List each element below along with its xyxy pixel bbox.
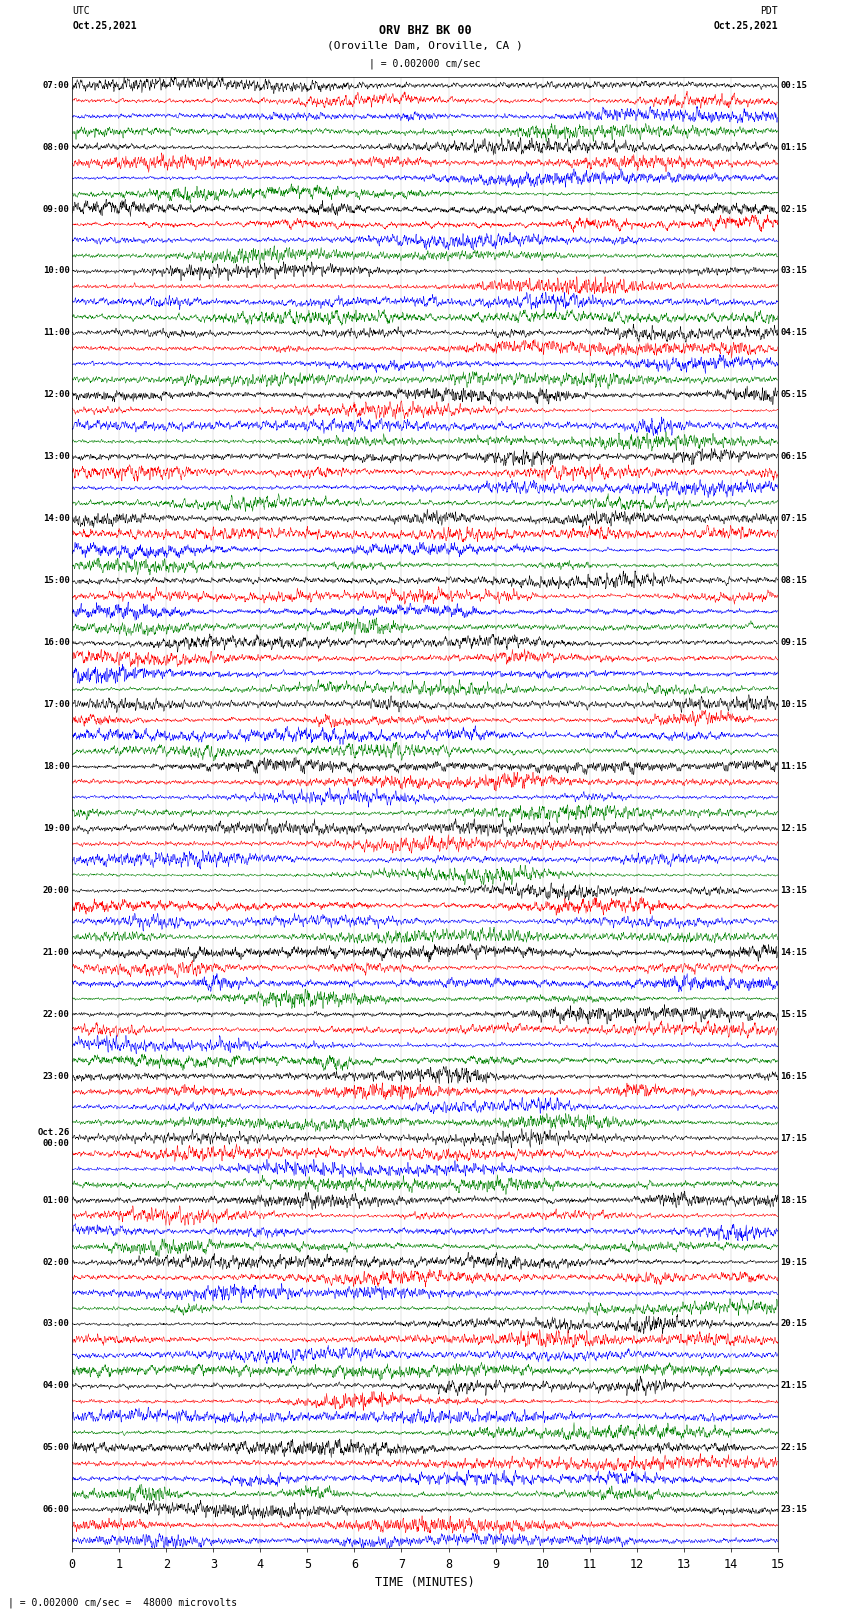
Text: 23:15: 23:15 bbox=[780, 1505, 808, 1515]
Text: 03:00: 03:00 bbox=[42, 1319, 70, 1329]
Text: 11:15: 11:15 bbox=[780, 761, 808, 771]
Text: 15:00: 15:00 bbox=[42, 576, 70, 586]
Text: 00:15: 00:15 bbox=[780, 81, 808, 90]
Text: 17:15: 17:15 bbox=[780, 1134, 808, 1142]
Text: 09:00: 09:00 bbox=[42, 205, 70, 213]
Text: 21:15: 21:15 bbox=[780, 1381, 808, 1390]
Text: | = 0.002000 cm/sec =  48000 microvolts: | = 0.002000 cm/sec = 48000 microvolts bbox=[8, 1597, 238, 1608]
Text: ORV BHZ BK 00: ORV BHZ BK 00 bbox=[379, 24, 471, 37]
Text: 19:15: 19:15 bbox=[780, 1258, 808, 1266]
Text: 05:00: 05:00 bbox=[42, 1444, 70, 1452]
Text: 01:00: 01:00 bbox=[42, 1195, 70, 1205]
Text: 09:15: 09:15 bbox=[780, 639, 808, 647]
Text: 07:00: 07:00 bbox=[42, 81, 70, 90]
Text: (Oroville Dam, Oroville, CA ): (Oroville Dam, Oroville, CA ) bbox=[327, 40, 523, 50]
Text: 12:15: 12:15 bbox=[780, 824, 808, 832]
Text: UTC: UTC bbox=[72, 6, 90, 16]
Text: 23:00: 23:00 bbox=[42, 1071, 70, 1081]
Text: 02:00: 02:00 bbox=[42, 1258, 70, 1266]
X-axis label: TIME (MINUTES): TIME (MINUTES) bbox=[375, 1576, 475, 1589]
Text: 16:00: 16:00 bbox=[42, 639, 70, 647]
Text: 14:15: 14:15 bbox=[780, 948, 808, 957]
Text: 15:15: 15:15 bbox=[780, 1010, 808, 1019]
Text: Oct.26
00:00: Oct.26 00:00 bbox=[37, 1129, 70, 1148]
Text: 20:00: 20:00 bbox=[42, 886, 70, 895]
Text: 13:00: 13:00 bbox=[42, 452, 70, 461]
Text: 03:15: 03:15 bbox=[780, 266, 808, 276]
Text: 22:00: 22:00 bbox=[42, 1010, 70, 1019]
Text: 08:15: 08:15 bbox=[780, 576, 808, 586]
Text: 02:15: 02:15 bbox=[780, 205, 808, 213]
Text: 19:00: 19:00 bbox=[42, 824, 70, 832]
Text: 01:15: 01:15 bbox=[780, 142, 808, 152]
Text: 10:15: 10:15 bbox=[780, 700, 808, 710]
Text: 21:00: 21:00 bbox=[42, 948, 70, 957]
Text: 05:15: 05:15 bbox=[780, 390, 808, 400]
Text: 11:00: 11:00 bbox=[42, 329, 70, 337]
Text: 20:15: 20:15 bbox=[780, 1319, 808, 1329]
Text: 06:00: 06:00 bbox=[42, 1505, 70, 1515]
Text: 13:15: 13:15 bbox=[780, 886, 808, 895]
Text: | = 0.002000 cm/sec: | = 0.002000 cm/sec bbox=[369, 58, 481, 69]
Text: 18:00: 18:00 bbox=[42, 761, 70, 771]
Text: Oct.25,2021: Oct.25,2021 bbox=[72, 21, 137, 31]
Text: 22:15: 22:15 bbox=[780, 1444, 808, 1452]
Text: 16:15: 16:15 bbox=[780, 1071, 808, 1081]
Text: PDT: PDT bbox=[760, 6, 778, 16]
Text: 07:15: 07:15 bbox=[780, 515, 808, 523]
Text: 06:15: 06:15 bbox=[780, 452, 808, 461]
Text: 04:15: 04:15 bbox=[780, 329, 808, 337]
Text: 12:00: 12:00 bbox=[42, 390, 70, 400]
Text: 17:00: 17:00 bbox=[42, 700, 70, 710]
Text: 04:00: 04:00 bbox=[42, 1381, 70, 1390]
Text: Oct.25,2021: Oct.25,2021 bbox=[713, 21, 778, 31]
Text: 10:00: 10:00 bbox=[42, 266, 70, 276]
Text: 08:00: 08:00 bbox=[42, 142, 70, 152]
Text: 18:15: 18:15 bbox=[780, 1195, 808, 1205]
Text: 14:00: 14:00 bbox=[42, 515, 70, 523]
